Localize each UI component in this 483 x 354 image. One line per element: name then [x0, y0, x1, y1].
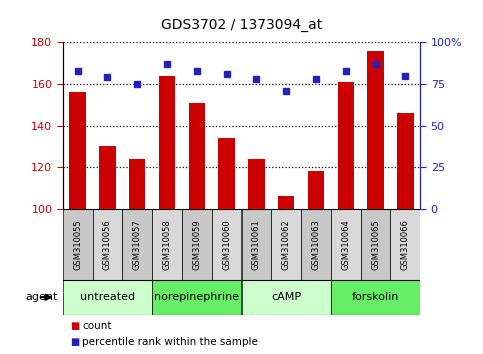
Text: norepinephrine: norepinephrine	[154, 292, 240, 302]
Text: GSM310063: GSM310063	[312, 219, 320, 270]
Bar	[397, 113, 413, 209]
Text: untreated: untreated	[80, 292, 135, 302]
Bar	[152, 280, 242, 315]
Bar	[99, 147, 115, 209]
Bar	[248, 159, 265, 209]
Text: GSM310061: GSM310061	[252, 219, 261, 270]
Bar	[331, 280, 420, 315]
Bar	[368, 51, 384, 209]
Text: GSM310057: GSM310057	[133, 219, 142, 270]
Bar	[63, 209, 93, 280]
Text: GSM310062: GSM310062	[282, 219, 291, 270]
Bar	[93, 209, 122, 280]
Text: GSM310066: GSM310066	[401, 219, 410, 270]
Text: GDS3702 / 1373094_at: GDS3702 / 1373094_at	[161, 18, 322, 32]
Bar	[70, 92, 86, 209]
Bar	[182, 209, 212, 280]
Text: count: count	[82, 321, 112, 331]
Text: forskolin: forskolin	[352, 292, 399, 302]
Bar	[390, 209, 420, 280]
Text: GSM310055: GSM310055	[73, 219, 82, 270]
Bar	[189, 103, 205, 209]
Text: GSM310056: GSM310056	[103, 219, 112, 270]
Bar	[361, 209, 390, 280]
Bar	[242, 209, 271, 280]
Bar	[308, 171, 324, 209]
Text: ■: ■	[70, 337, 79, 347]
Bar	[338, 82, 354, 209]
Bar	[152, 209, 182, 280]
Text: agent: agent	[26, 292, 58, 302]
Bar	[159, 76, 175, 209]
Text: GSM310059: GSM310059	[192, 219, 201, 270]
Text: GSM310060: GSM310060	[222, 219, 231, 270]
Bar	[278, 196, 294, 209]
Bar	[271, 209, 301, 280]
Bar	[122, 209, 152, 280]
Bar	[63, 280, 152, 315]
Text: percentile rank within the sample: percentile rank within the sample	[82, 337, 258, 347]
Text: cAMP: cAMP	[271, 292, 301, 302]
Text: GSM310058: GSM310058	[163, 219, 171, 270]
Bar	[129, 159, 145, 209]
Bar	[218, 138, 235, 209]
Text: GSM310065: GSM310065	[371, 219, 380, 270]
Bar	[331, 209, 361, 280]
Text: ■: ■	[70, 321, 79, 331]
Bar	[212, 209, 242, 280]
Bar	[242, 280, 331, 315]
Text: GSM310064: GSM310064	[341, 219, 350, 270]
Bar	[301, 209, 331, 280]
